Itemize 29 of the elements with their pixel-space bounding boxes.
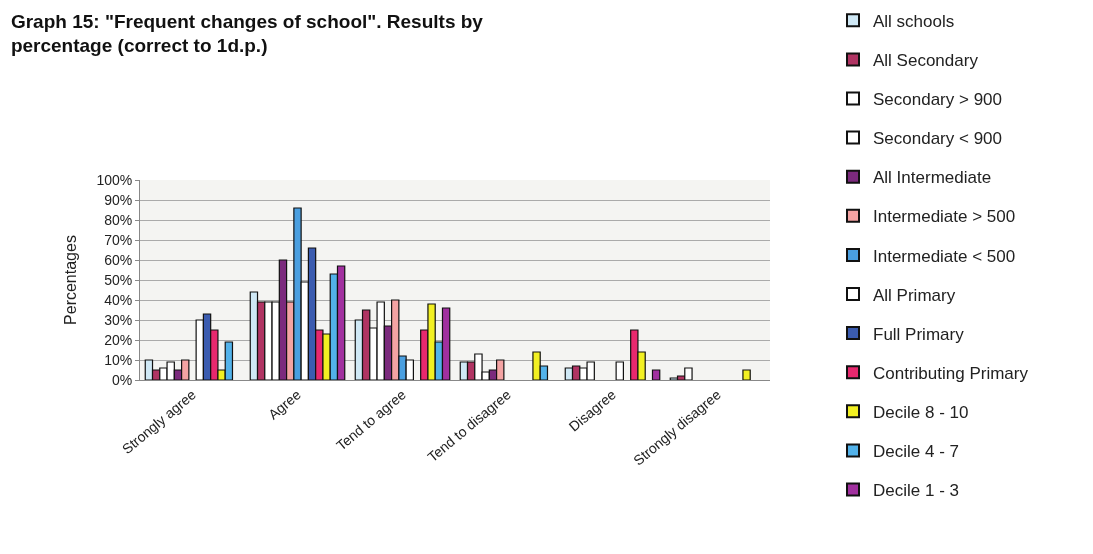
legend-label: Decile 1 - 3 <box>873 481 959 501</box>
y-tick-label: 60% <box>104 251 133 268</box>
y-tick-label: 100% <box>96 171 133 188</box>
legend-label: Secondary > 900 <box>873 90 1003 110</box>
y-tick-label: 40% <box>104 291 133 308</box>
y-tick-label: 70% <box>104 231 133 248</box>
legend-label: All schools <box>873 11 955 31</box>
y-tick-label: 30% <box>104 311 133 328</box>
legend-label: Full Primary <box>873 324 965 344</box>
chart-title: Graph 15: "Frequent changes of school". Results by percentage (correct to 1d.p.) <box>10 10 484 57</box>
bar <box>615 361 624 380</box>
legend-label: All Secondary <box>873 51 979 71</box>
bar <box>651 369 661 380</box>
legend-label: All Intermediate <box>873 168 992 188</box>
y-tick-label: 90% <box>104 191 133 208</box>
legend-label: Secondary < 900 <box>873 129 1003 149</box>
legend-label: Intermediate > 500 <box>873 207 1016 227</box>
legend-label: Decile 4 - 7 <box>873 442 959 462</box>
y-tick-label: 10% <box>104 351 133 368</box>
y-tick-label: 20% <box>104 331 133 348</box>
legend-label: Decile 8 - 10 <box>873 402 969 422</box>
bar <box>742 369 751 380</box>
legend-label: All Primary <box>873 285 956 305</box>
legend-label: Contributing Primary <box>873 363 1029 383</box>
y-tick-label: 80% <box>104 211 133 228</box>
y-tick-label: 50% <box>104 271 133 288</box>
y-axis-title: Percentages <box>62 235 80 325</box>
y-tick-label: 0% <box>111 371 133 388</box>
legend-label: Intermediate < 500 <box>873 246 1016 266</box>
